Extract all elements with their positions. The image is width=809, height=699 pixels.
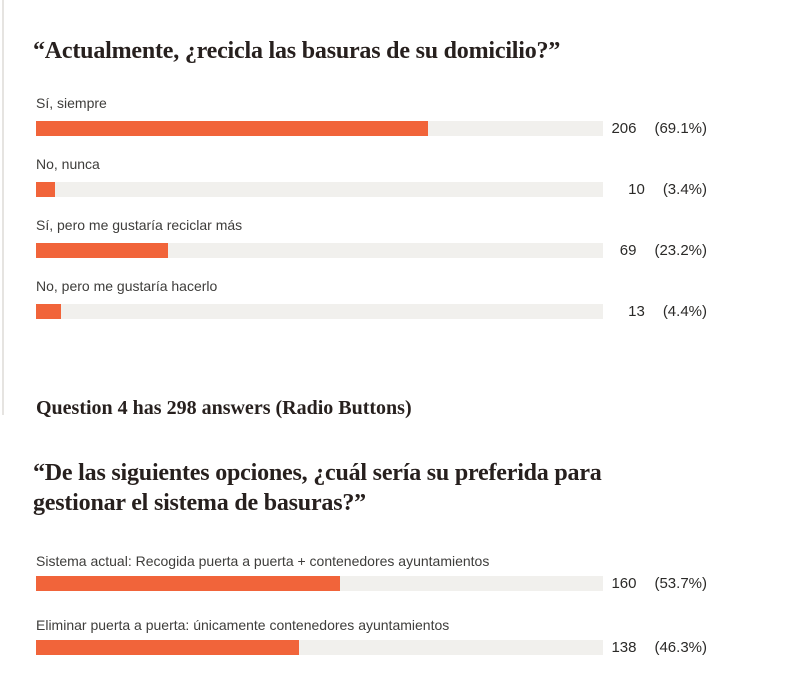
bar-percentage: (4.4%) xyxy=(662,303,707,320)
bar-line: 160 (53.7%) xyxy=(36,576,707,591)
bar-fill xyxy=(36,640,299,655)
bar-count: 13 xyxy=(628,303,645,320)
bar-fill xyxy=(36,182,56,197)
bar-track xyxy=(36,243,603,258)
question-4-title-line-2: gestionar el sistema de basuras?” xyxy=(33,490,366,516)
question-3-title: “Actualmente, ¿recicla las basuras de su… xyxy=(33,38,561,64)
bar-percentage: (46.3%) xyxy=(654,639,707,656)
bar-numbers: 10 (3.4%) xyxy=(603,182,707,197)
bar-track xyxy=(36,576,603,591)
bar-fill xyxy=(36,121,428,136)
question-3-bar-chart: Sí, siempre 206 (69.1%) No, nunca xyxy=(36,94,707,319)
bar-line: 206 (69.1%) xyxy=(36,121,707,136)
bar-count: 10 xyxy=(628,181,645,198)
question-4-answers-meta: Question 4 has 298 answers (Radio Button… xyxy=(36,397,412,419)
bar-track xyxy=(36,182,603,197)
bar-percentage: (69.1%) xyxy=(654,120,707,137)
bar-count: 160 xyxy=(611,575,637,592)
question-4-bar-chart: Sistema actual: Recogida puerta a puerta… xyxy=(36,552,707,655)
bar-row: Sí, siempre 206 (69.1%) xyxy=(36,94,707,136)
bar-fill xyxy=(36,304,61,319)
bar-line: 10 (3.4%) xyxy=(36,182,707,197)
bar-numbers: 69 (23.2%) xyxy=(603,243,707,258)
bar-row: Sistema actual: Recogida puerta a puerta… xyxy=(36,552,707,591)
bar-line: 13 (4.4%) xyxy=(36,304,707,319)
bar-category-label: Sí, siempre xyxy=(36,95,107,111)
bar-line: 138 (46.3%) xyxy=(36,640,707,655)
bar-track xyxy=(36,121,603,136)
bar-row: No, pero me gustaría hacerlo 13 (4.4%) xyxy=(36,277,707,319)
question-4-title-line-1: “De las siguientes opciones, ¿cuál sería… xyxy=(33,460,602,486)
bar-percentage: (3.4%) xyxy=(662,181,707,198)
content-column: “Actualmente, ¿recicla las basuras de su… xyxy=(33,0,707,655)
bar-fill xyxy=(36,576,341,591)
bar-numbers: 138 (46.3%) xyxy=(603,640,707,655)
bar-category-label: No, nunca xyxy=(36,156,100,172)
bar-numbers: 206 (69.1%) xyxy=(603,121,707,136)
question-4-title: “De las siguientes opciones, ¿cuál sería… xyxy=(33,458,707,518)
bar-count: 69 xyxy=(619,242,637,259)
bar-fill xyxy=(36,243,168,258)
bar-numbers: 13 (4.4%) xyxy=(603,304,707,319)
bar-percentage: (23.2%) xyxy=(654,242,707,259)
bar-count: 206 xyxy=(611,120,637,137)
bar-category-label: Eliminar puerta a puerta: únicamente con… xyxy=(36,617,450,633)
bar-row: Eliminar puerta a puerta: únicamente con… xyxy=(36,616,707,655)
bar-track xyxy=(36,640,603,655)
bar-category-label: No, pero me gustaría hacerlo xyxy=(36,278,218,294)
bar-track xyxy=(36,304,603,319)
bar-category-label: Sistema actual: Recogida puerta a puerta… xyxy=(36,553,490,569)
bar-count: 138 xyxy=(611,639,637,656)
left-edge-divider xyxy=(2,0,4,415)
bar-line: 69 (23.2%) xyxy=(36,243,707,258)
bar-row: No, nunca 10 (3.4%) xyxy=(36,155,707,197)
bar-numbers: 160 (53.7%) xyxy=(603,576,707,591)
bar-row: Sí, pero me gustaría reciclar más 69 (23… xyxy=(36,216,707,258)
bar-percentage: (53.7%) xyxy=(654,575,707,592)
bar-category-label: Sí, pero me gustaría reciclar más xyxy=(36,217,243,233)
